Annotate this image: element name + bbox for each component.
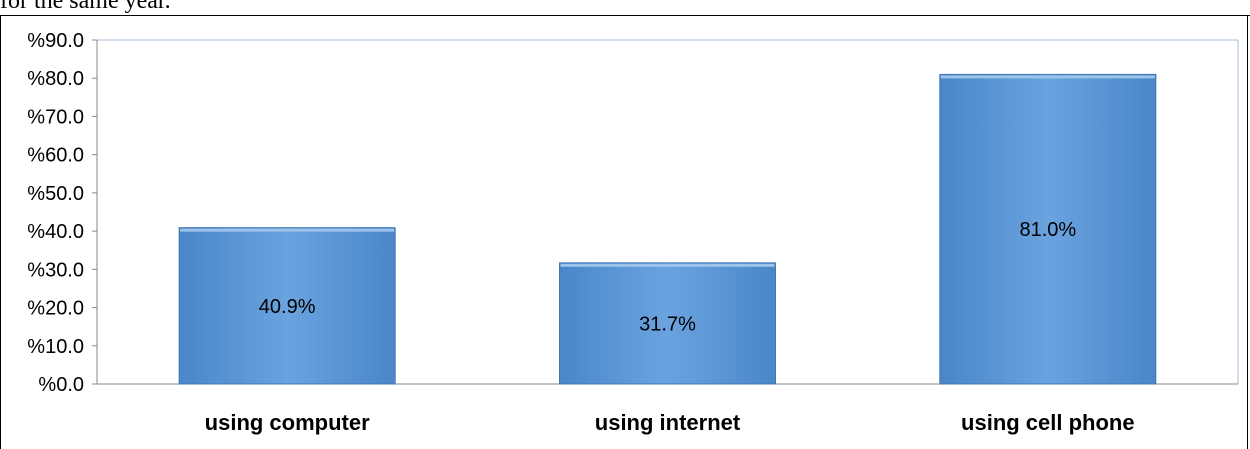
bar-top-highlight xyxy=(560,263,775,267)
y-tick-label: %60.0 xyxy=(27,145,84,167)
y-tick-label: %30.0 xyxy=(27,259,84,281)
y-tick-label: %70.0 xyxy=(27,106,84,128)
data-label: 40.9% xyxy=(259,296,316,318)
y-tick-label: %0.0 xyxy=(38,374,84,396)
data-label: 81.0% xyxy=(1019,219,1076,241)
bar-top-highlight xyxy=(940,75,1155,79)
frame-top-border xyxy=(0,15,1250,16)
y-tick-label: %90.0 xyxy=(27,30,84,52)
x-category-label: using cell phone xyxy=(961,410,1135,435)
y-tick-label: %20.0 xyxy=(27,298,84,320)
y-tick-label: %10.0 xyxy=(27,336,84,358)
data-label: 31.7% xyxy=(639,313,696,335)
y-tick-label: %80.0 xyxy=(27,68,84,90)
y-tick-label: %40.0 xyxy=(27,221,84,243)
caption-text: for the same year. xyxy=(0,0,171,14)
bar-top-highlight xyxy=(180,228,395,232)
y-tick-label: %50.0 xyxy=(27,183,84,205)
x-axis-labels: using computer using internet using cell p… xyxy=(205,410,1135,435)
x-category-label: using internet xyxy=(595,410,741,435)
bar xyxy=(178,227,396,385)
bar xyxy=(939,73,1157,385)
frame-right-border xyxy=(1247,15,1248,449)
bar xyxy=(559,262,776,385)
y-axis-ticks: %0.0 %10.0 %20.0 %30.0 %40.0 %50.0 %60.0 %70.0%… xyxy=(27,30,97,396)
frame-left-border xyxy=(0,15,1,449)
x-category-label: using computer xyxy=(205,410,370,435)
bars: 40.9% 31.7% 81.0% xyxy=(178,73,1157,385)
